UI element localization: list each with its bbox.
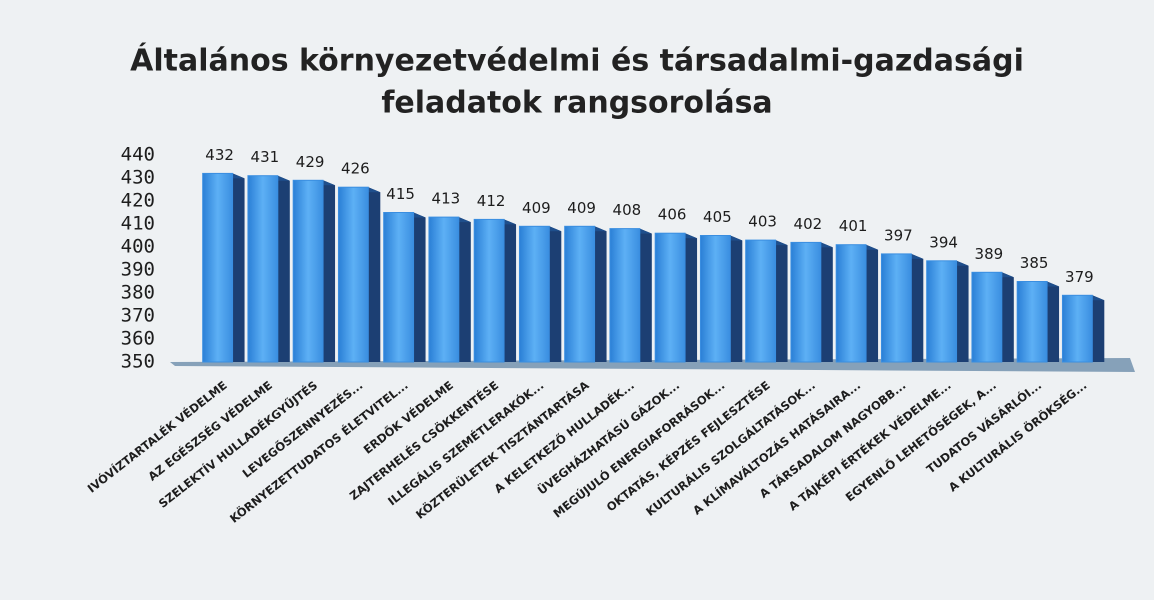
value-label: 409 — [522, 199, 551, 217]
bar-side — [368, 187, 381, 362]
x-tick-label: SZELEKTÍV HULLADÉKGYŰJTÉS — [155, 377, 320, 510]
bar — [383, 212, 415, 363]
bar-side — [504, 219, 517, 362]
y-tick-label: 380 — [121, 282, 155, 304]
y-tick-label: 370 — [121, 305, 155, 327]
bar-side — [639, 228, 652, 362]
bar — [699, 235, 731, 363]
value-label: 429 — [296, 153, 325, 171]
bar — [1061, 294, 1093, 363]
bar-side — [1092, 295, 1105, 362]
y-tick-label: 390 — [121, 259, 155, 281]
bar — [880, 253, 912, 363]
value-label: 397 — [884, 226, 913, 244]
bar-side — [594, 226, 607, 362]
y-tick-label: 410 — [121, 213, 155, 235]
bar — [428, 216, 460, 363]
bar — [247, 175, 279, 363]
bar — [790, 241, 822, 363]
bar-side — [277, 175, 290, 362]
value-label: 389 — [975, 245, 1004, 263]
value-label: 394 — [929, 233, 958, 251]
bar-side — [323, 180, 336, 362]
chart-title: feladatok rangsorolása — [381, 86, 772, 121]
bar-side — [911, 253, 924, 362]
value-label: 401 — [839, 217, 868, 235]
bar-side — [820, 242, 833, 362]
value-label: 385 — [1020, 254, 1049, 272]
y-tick-label: 400 — [121, 236, 155, 258]
bar-side — [413, 212, 426, 362]
bar-side — [775, 240, 788, 362]
y-tick-label: 430 — [121, 167, 155, 189]
bar — [518, 225, 550, 363]
value-label: 412 — [477, 192, 506, 210]
value-label: 409 — [567, 199, 596, 217]
value-label: 405 — [703, 208, 732, 226]
bar — [1016, 281, 1048, 363]
bar-side — [232, 173, 245, 362]
bar — [473, 218, 505, 363]
value-label: 431 — [251, 148, 280, 166]
value-label: 413 — [432, 190, 461, 208]
bar-side — [866, 244, 879, 362]
bar-side — [458, 217, 471, 362]
y-tick-label: 440 — [121, 144, 155, 166]
value-label: 379 — [1065, 268, 1094, 286]
bar — [292, 179, 324, 363]
bar-side — [685, 233, 698, 362]
x-tick-label: A TÁJKÉPI ÉRTÉKEK VÉDELME... — [785, 377, 953, 513]
x-tick-label: OKTATÁS, KÉPZÉS FEJLESZTÉSE — [603, 377, 773, 514]
chart-title: Általános környezetvédelmi és társadalmi… — [130, 43, 1024, 79]
value-label: 426 — [341, 160, 370, 178]
bar — [564, 225, 596, 363]
value-label: 402 — [794, 215, 823, 233]
bar — [654, 232, 686, 363]
bar-side — [956, 260, 969, 362]
value-label: 432 — [205, 146, 234, 164]
bar-side — [1001, 272, 1014, 362]
y-tick-label: 420 — [121, 190, 155, 212]
bar — [971, 271, 1003, 363]
value-label: 403 — [748, 213, 777, 231]
value-label: 408 — [613, 201, 642, 219]
bar-side — [730, 235, 743, 362]
y-tick-label: 350 — [121, 351, 155, 373]
bar — [609, 228, 641, 363]
bar — [337, 186, 369, 363]
bar — [745, 239, 777, 363]
bar — [926, 260, 958, 363]
bar — [835, 244, 867, 363]
value-label: 415 — [386, 185, 415, 203]
bar-side — [549, 226, 562, 362]
bar-side — [1047, 281, 1060, 362]
value-label: 406 — [658, 206, 687, 224]
bar — [202, 172, 234, 363]
y-tick-label: 360 — [121, 328, 155, 350]
